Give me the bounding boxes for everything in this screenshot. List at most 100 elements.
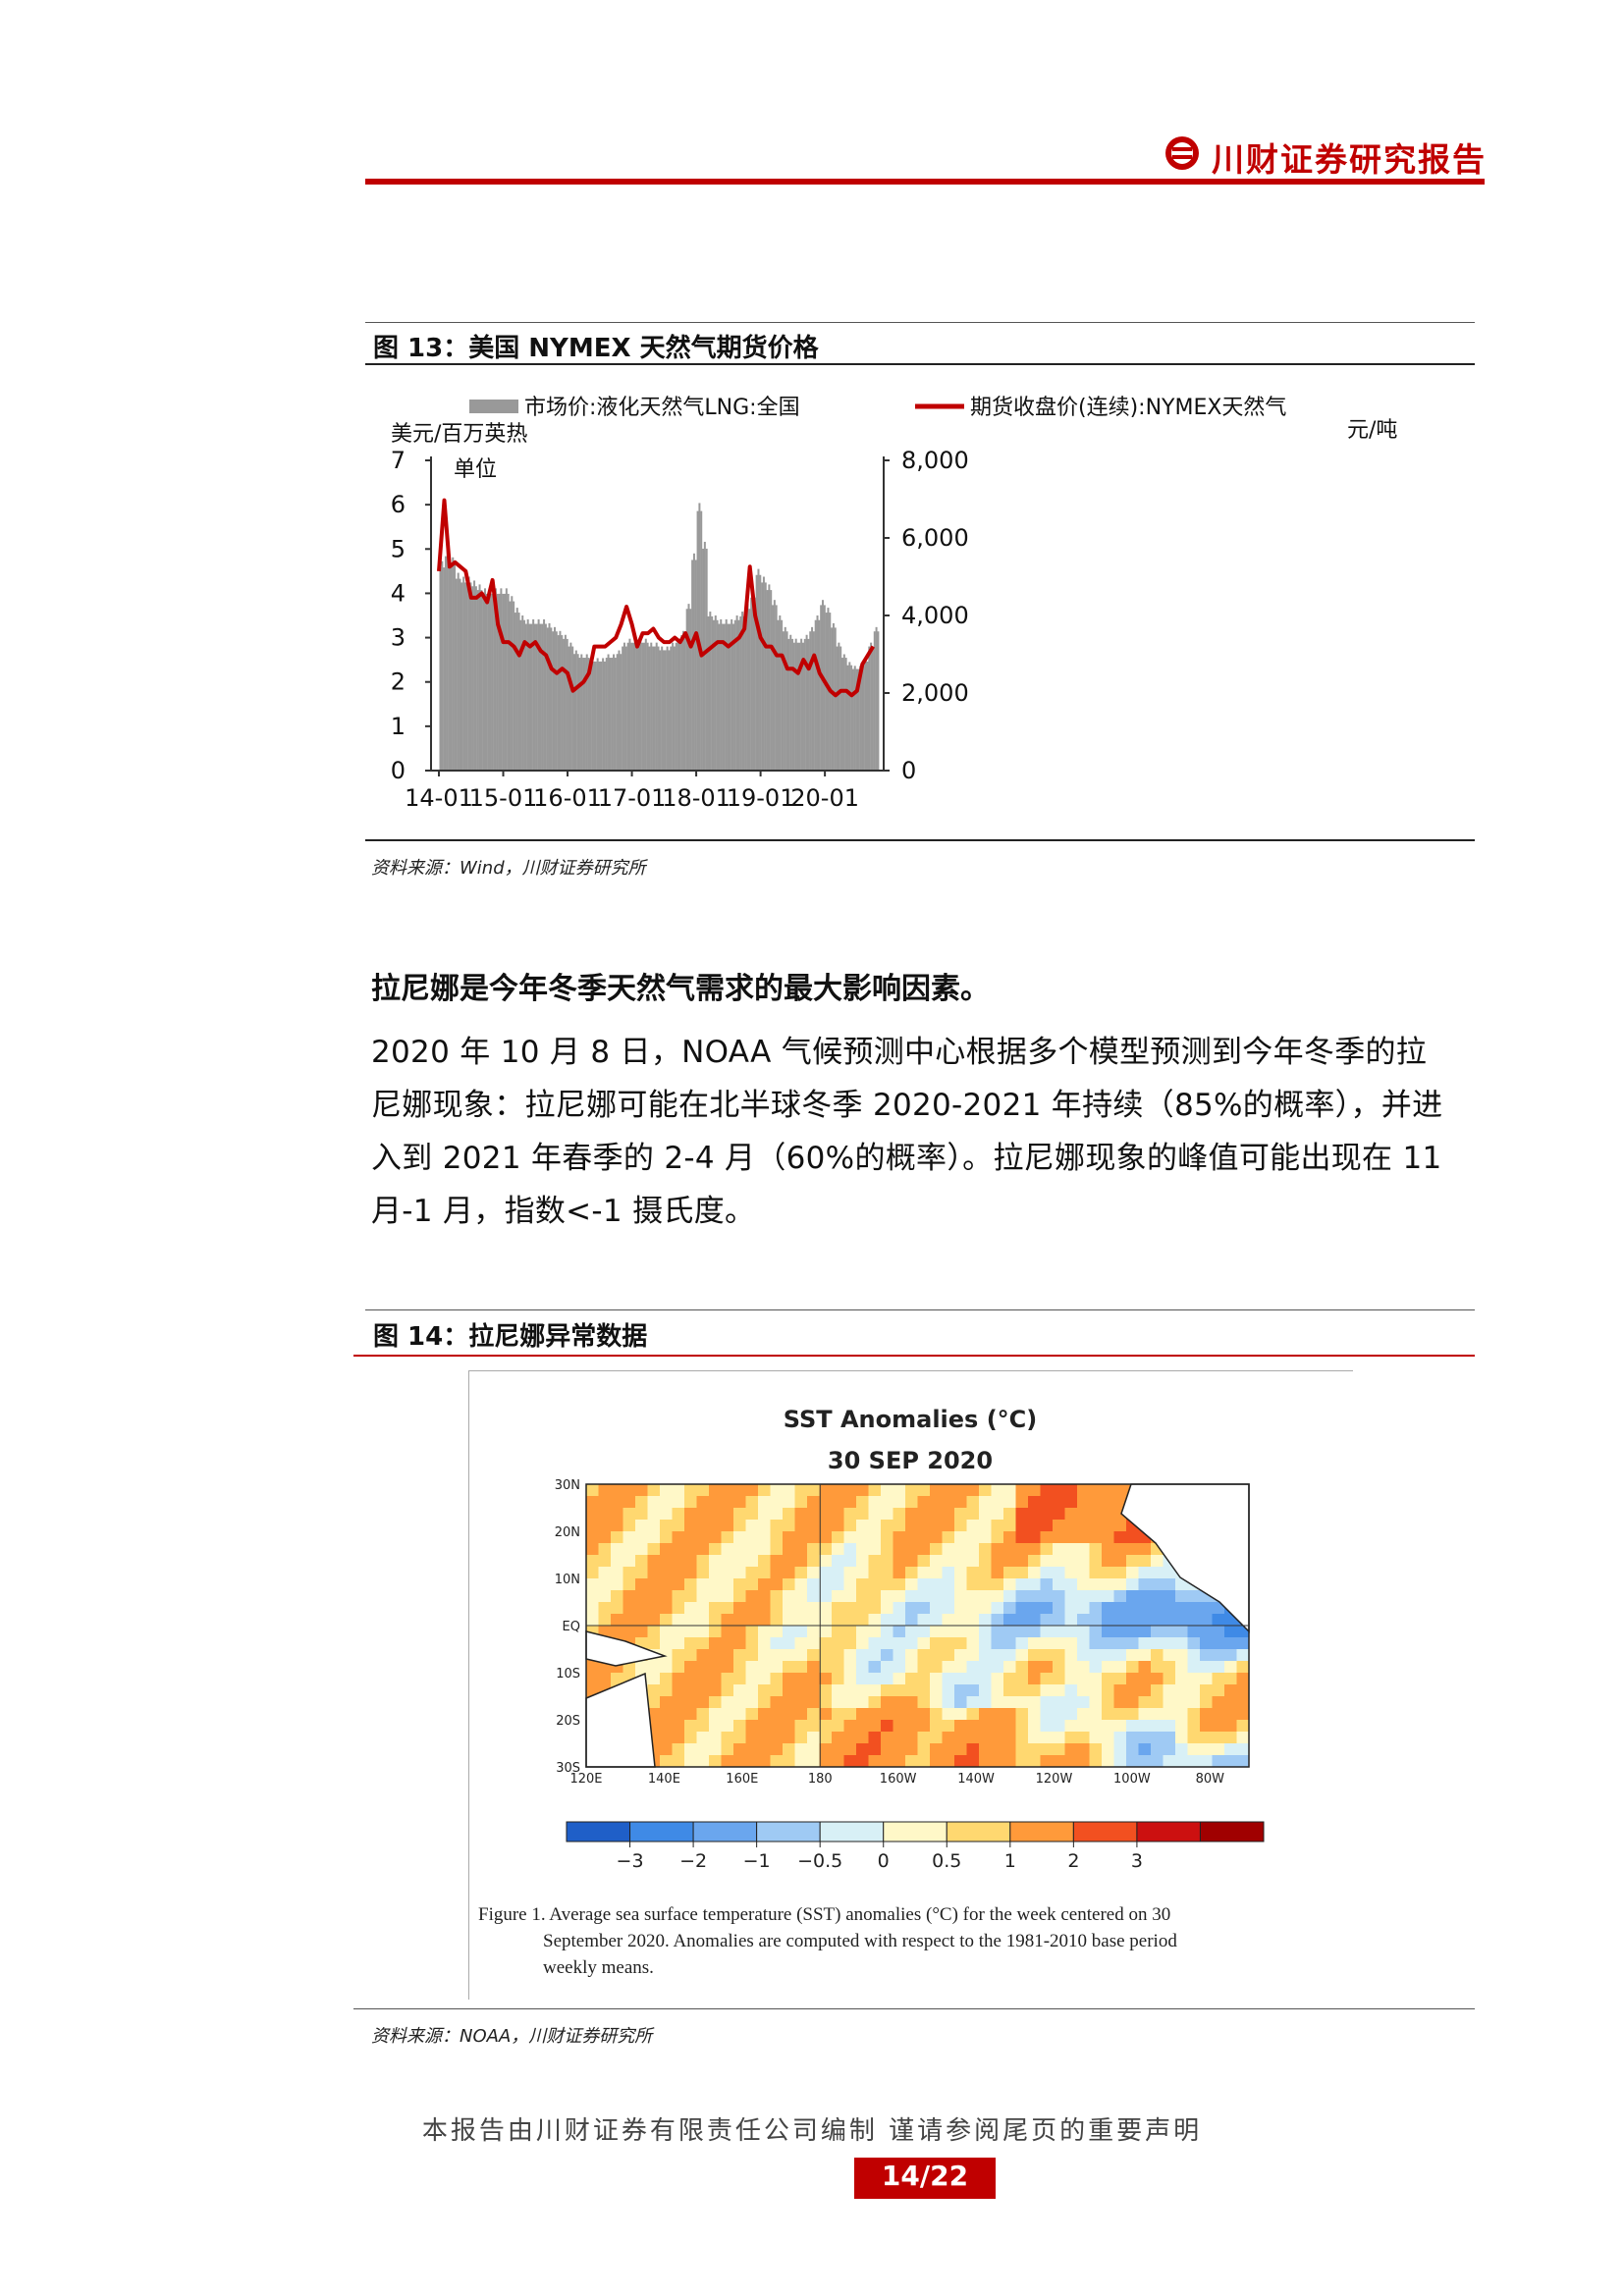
sst-cell — [1077, 1708, 1090, 1721]
scale-swatch — [1009, 1821, 1074, 1842]
sst-cell — [942, 1496, 955, 1509]
sst-cell — [1113, 1484, 1127, 1497]
sst-cell — [1077, 1696, 1090, 1709]
sst-cell — [1200, 1614, 1213, 1627]
sst-cell — [1138, 1755, 1152, 1768]
sst-cell — [1138, 1637, 1152, 1650]
sst-cell — [1126, 1673, 1139, 1685]
sst-cell — [770, 1602, 784, 1615]
sst-cell — [1089, 1496, 1103, 1509]
sst-cell — [770, 1626, 784, 1638]
sst-cell — [979, 1708, 992, 1721]
sst-cell — [1138, 1661, 1152, 1674]
sst-cell — [1028, 1520, 1041, 1532]
sst-cell — [917, 1590, 931, 1603]
sst-cell — [1151, 1649, 1164, 1662]
sst-cell — [856, 1649, 869, 1662]
sst-cell — [1163, 1626, 1176, 1638]
figure14-caption-rule — [353, 1355, 1475, 1357]
lng-price-bar — [485, 593, 488, 771]
sst-cell — [721, 1696, 734, 1709]
sst-cell — [684, 1496, 697, 1509]
sst-cell — [721, 1496, 734, 1509]
sst-cell — [881, 1555, 893, 1568]
sst-cell — [807, 1732, 820, 1744]
sst-cell — [819, 1696, 833, 1709]
sst-cell — [991, 1649, 1004, 1662]
sst-cell — [794, 1590, 808, 1603]
sst-cell — [635, 1520, 648, 1532]
sst-cell — [745, 1590, 759, 1603]
sst-cell — [733, 1755, 746, 1768]
sst-cell — [942, 1637, 955, 1650]
sst-cell — [794, 1578, 808, 1591]
sst-cell — [660, 1732, 673, 1744]
sst-cell — [1200, 1684, 1213, 1697]
sst-cell — [954, 1661, 967, 1674]
lng-price-bar — [762, 576, 765, 771]
sst-cell — [843, 1567, 857, 1579]
sst-cell — [1064, 1543, 1078, 1556]
sst-cell — [917, 1696, 931, 1709]
lng-price-bar — [539, 623, 542, 771]
sst-cell — [1040, 1684, 1054, 1697]
sst-cell — [696, 1661, 710, 1674]
sst-cell — [1040, 1755, 1054, 1768]
sst-cell — [832, 1708, 844, 1721]
sst-cell — [917, 1649, 931, 1662]
sst-cell — [819, 1567, 833, 1579]
sst-cell — [868, 1496, 882, 1509]
sst-cell — [881, 1720, 893, 1733]
sst-cell — [1064, 1496, 1078, 1509]
sst-cell — [930, 1590, 943, 1603]
sst-cell — [783, 1590, 795, 1603]
sst-cell — [979, 1732, 992, 1744]
lng-price-bar — [533, 623, 536, 771]
sst-cell — [1064, 1755, 1078, 1768]
sst-cell — [794, 1626, 808, 1638]
sst-cell — [709, 1732, 722, 1744]
sst-cell — [709, 1614, 722, 1627]
sst-cell — [979, 1720, 992, 1733]
sst-cell — [991, 1637, 1004, 1650]
sst-cell — [1236, 1732, 1250, 1744]
lng-price-bar — [463, 582, 466, 771]
lng-price-bar — [523, 619, 526, 771]
sst-cell — [1113, 1708, 1127, 1721]
sst-cell — [733, 1520, 746, 1532]
lng-price-bar — [652, 646, 655, 771]
sst-cell — [696, 1543, 710, 1556]
sst-cell — [1126, 1720, 1139, 1733]
sst-cell — [660, 1543, 673, 1556]
lng-price-bar — [509, 601, 512, 771]
sst-cell — [893, 1543, 906, 1556]
sst-cell — [1126, 1743, 1139, 1756]
sst-cell — [1015, 1555, 1029, 1568]
sst-cell — [758, 1567, 771, 1579]
sst-cell — [832, 1649, 844, 1662]
sst-cell — [1113, 1720, 1127, 1733]
sst-cell — [1187, 1614, 1201, 1627]
lng-price-bar — [766, 590, 769, 771]
sst-cell — [843, 1649, 857, 1662]
sst-cell — [745, 1732, 759, 1744]
sst-cell — [954, 1543, 967, 1556]
sst-cell — [1236, 1649, 1250, 1662]
lng-price-bar — [800, 638, 803, 771]
sst-cell — [1236, 1720, 1250, 1733]
lng-price-bar — [642, 642, 645, 771]
lng-price-bar — [452, 557, 455, 771]
sst-cell — [966, 1649, 980, 1662]
lng-price-bar — [870, 642, 873, 771]
sst-cell — [696, 1555, 710, 1568]
sst-cell — [819, 1732, 833, 1744]
left-axis-label: 美元/百万英热 — [391, 422, 527, 447]
sst-cell — [991, 1661, 1004, 1674]
lng-price-bar — [764, 582, 767, 771]
lng-price-bar — [796, 642, 799, 771]
sst-cell — [1089, 1673, 1103, 1685]
sst-cell — [696, 1637, 710, 1650]
lng-price-bar — [682, 630, 685, 771]
sst-cell — [1163, 1720, 1176, 1733]
lat-label: 30N — [555, 1478, 580, 1493]
